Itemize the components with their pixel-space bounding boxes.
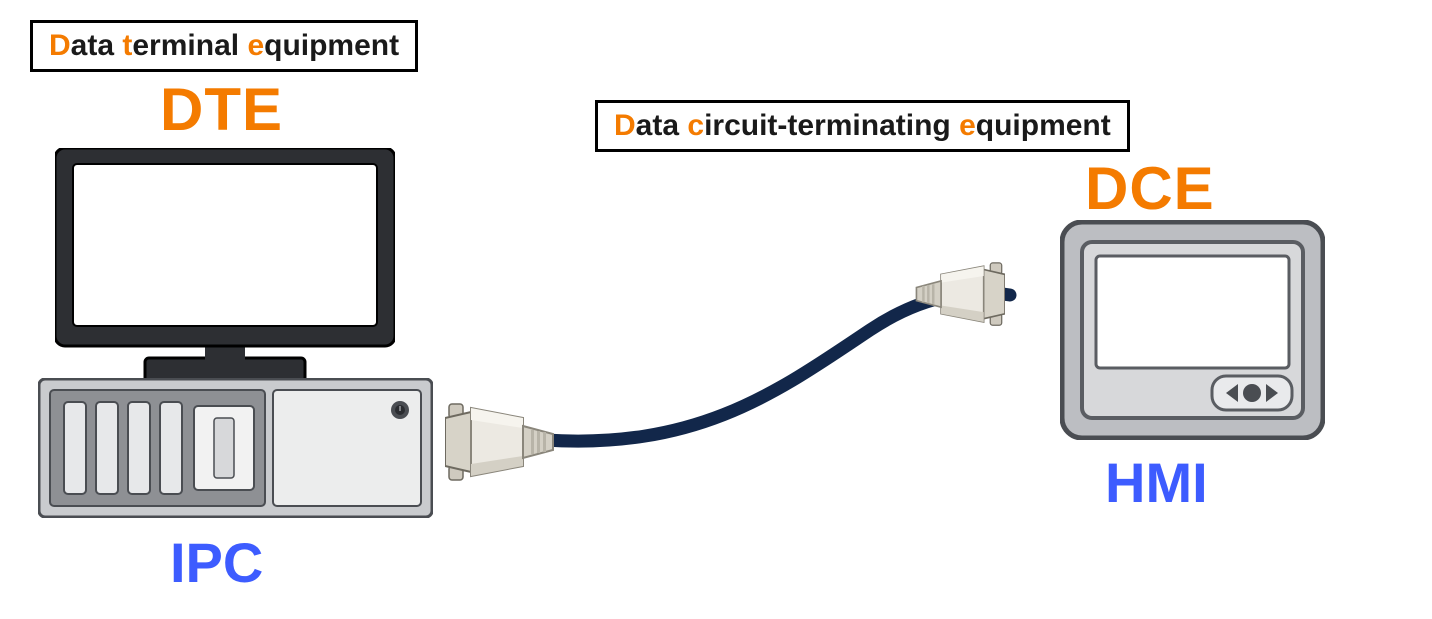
hmi-device-label: HMI (1105, 450, 1208, 515)
connector-left-icon (445, 398, 565, 488)
dte-acronym: DTE (160, 75, 283, 144)
connector-right-icon (907, 258, 1005, 332)
dce-label-box: Data circuit-terminating equipment (595, 100, 1130, 152)
dce-acronym: DCE (1085, 154, 1215, 223)
dte-label-box: Data terminal equipment (30, 20, 418, 72)
ipc-device-label: IPC (170, 530, 263, 595)
hmi-icon (1060, 220, 1325, 440)
ipc-icon (38, 378, 433, 518)
monitor-icon (55, 148, 395, 398)
